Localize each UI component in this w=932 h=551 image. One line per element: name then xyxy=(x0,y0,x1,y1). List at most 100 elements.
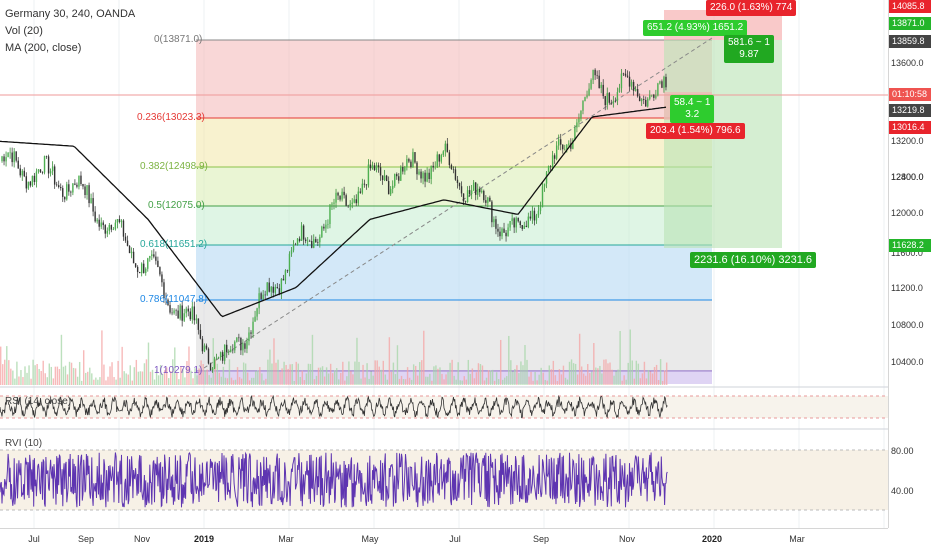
candle-body xyxy=(209,363,212,371)
volume-bar xyxy=(483,380,486,385)
time-tick: Sep xyxy=(532,534,550,544)
candle-body xyxy=(357,191,359,204)
volume-bar xyxy=(580,366,583,385)
candle-body xyxy=(339,195,341,200)
volume-bar xyxy=(289,364,291,385)
candle-body xyxy=(620,73,623,89)
volume-bar xyxy=(24,366,26,385)
time-axis[interactable]: Jul Sep Nov 2019 Mar May Jul Sep Nov 202… xyxy=(0,528,888,551)
candle-body xyxy=(23,170,25,177)
volume-bar xyxy=(599,365,601,385)
candle-body xyxy=(628,76,631,87)
candle-body xyxy=(82,184,84,187)
long-target-label[interactable]: 2231.6 (16.10%) 3231.6 xyxy=(690,252,817,268)
volume-bar xyxy=(625,379,627,385)
candle-body xyxy=(242,343,244,351)
volume-bar xyxy=(560,374,563,385)
volume-bar xyxy=(291,364,293,385)
volume-bar xyxy=(416,375,419,385)
time-tick: Jul xyxy=(449,534,461,544)
volume-bar xyxy=(186,361,188,385)
candle-body xyxy=(228,351,230,353)
candle-body xyxy=(624,73,627,76)
ma-indicator-label[interactable]: MA (200, close) xyxy=(5,42,82,54)
price-tag: 14085.8 xyxy=(889,0,931,13)
symbol-title[interactable]: Germany 30, 240, OANDA xyxy=(5,8,136,20)
candle-body xyxy=(511,218,513,221)
candle-body xyxy=(458,182,461,187)
candle-body xyxy=(66,184,68,200)
volume-bar xyxy=(12,370,14,385)
price-series xyxy=(1,68,667,373)
fibonacci-retracement[interactable] xyxy=(196,39,712,384)
candle-body xyxy=(163,282,165,299)
volume-bar xyxy=(125,373,127,385)
rvi-label[interactable]: RVI (10) xyxy=(5,438,43,449)
volume-bar xyxy=(194,368,196,385)
candle-body xyxy=(90,198,92,204)
candle-body xyxy=(570,143,572,149)
volume-bar xyxy=(236,367,239,385)
volume-bar xyxy=(269,349,271,385)
candle-body xyxy=(381,175,384,181)
candle-body xyxy=(491,201,493,223)
stop-loss-label[interactable]: 203.4 (1.54%) 796.6 xyxy=(646,123,745,139)
candle-body xyxy=(527,216,530,227)
risk-reward-small-label[interactable]: 58.4 ~ 1 3.2 xyxy=(670,95,715,123)
volume-bar xyxy=(58,369,61,385)
volume-bar xyxy=(72,367,75,385)
candle-body xyxy=(226,344,228,353)
volume-bar xyxy=(621,380,623,385)
candle-body xyxy=(167,299,169,306)
volume-indicator-label[interactable]: Vol (20) xyxy=(5,25,43,37)
candle-body xyxy=(549,166,552,167)
candle-body xyxy=(444,143,447,152)
volume-bar xyxy=(76,376,79,385)
volume-bar xyxy=(433,366,435,385)
volume-bar xyxy=(273,338,275,385)
price-axis[interactable]: 13600.0 13200.0 12800.0 12400.0 12000.0 … xyxy=(888,0,932,528)
candle-body xyxy=(126,240,129,246)
volume-bar xyxy=(111,362,113,385)
rsi-label[interactable]: RSI (14, close) xyxy=(5,396,72,407)
rvi-pane[interactable] xyxy=(0,449,888,511)
volume-bar xyxy=(117,360,119,385)
target-top-label[interactable]: 226.0 (1.63%) 774 xyxy=(706,0,797,16)
volume-bar xyxy=(552,360,555,385)
candle-body xyxy=(600,84,602,89)
candle-body xyxy=(325,224,327,229)
risk-reward-ratio-label[interactable]: 581.6 ~ 1 9.87 xyxy=(724,35,774,63)
volume-bar xyxy=(356,337,358,385)
chart-plot-area[interactable] xyxy=(0,0,888,528)
volume-bar xyxy=(647,369,650,385)
volume-bar xyxy=(611,369,613,385)
candle-body xyxy=(448,152,451,166)
candle-body xyxy=(493,219,495,223)
candle-body xyxy=(211,368,214,371)
volume-bar xyxy=(514,368,516,385)
candle-body xyxy=(157,260,159,268)
candle-body xyxy=(280,278,283,295)
volume-bar xyxy=(248,380,251,385)
volume-bar xyxy=(506,376,508,385)
volume-bar xyxy=(91,373,93,385)
rsi-pane[interactable] xyxy=(0,394,888,419)
volume-bar xyxy=(68,361,71,385)
candle-body xyxy=(576,122,578,128)
volume-bar xyxy=(516,365,518,385)
volume-bar xyxy=(530,371,532,385)
volume-bar xyxy=(392,362,395,385)
volume-bar xyxy=(502,379,504,385)
candle-body xyxy=(313,239,315,248)
candle-body xyxy=(371,165,374,169)
volume-bar xyxy=(157,375,160,385)
candle-body xyxy=(531,210,534,219)
candle-body xyxy=(270,286,272,292)
target-mid-label[interactable]: 651.2 (4.93%) 1651.2 xyxy=(643,20,748,36)
volume-bar xyxy=(487,370,490,385)
moving-average-line xyxy=(0,106,667,318)
candle-body xyxy=(315,239,317,243)
volume-bar xyxy=(159,365,162,385)
fib-level-05: 0.5(12075.0) xyxy=(148,200,205,211)
